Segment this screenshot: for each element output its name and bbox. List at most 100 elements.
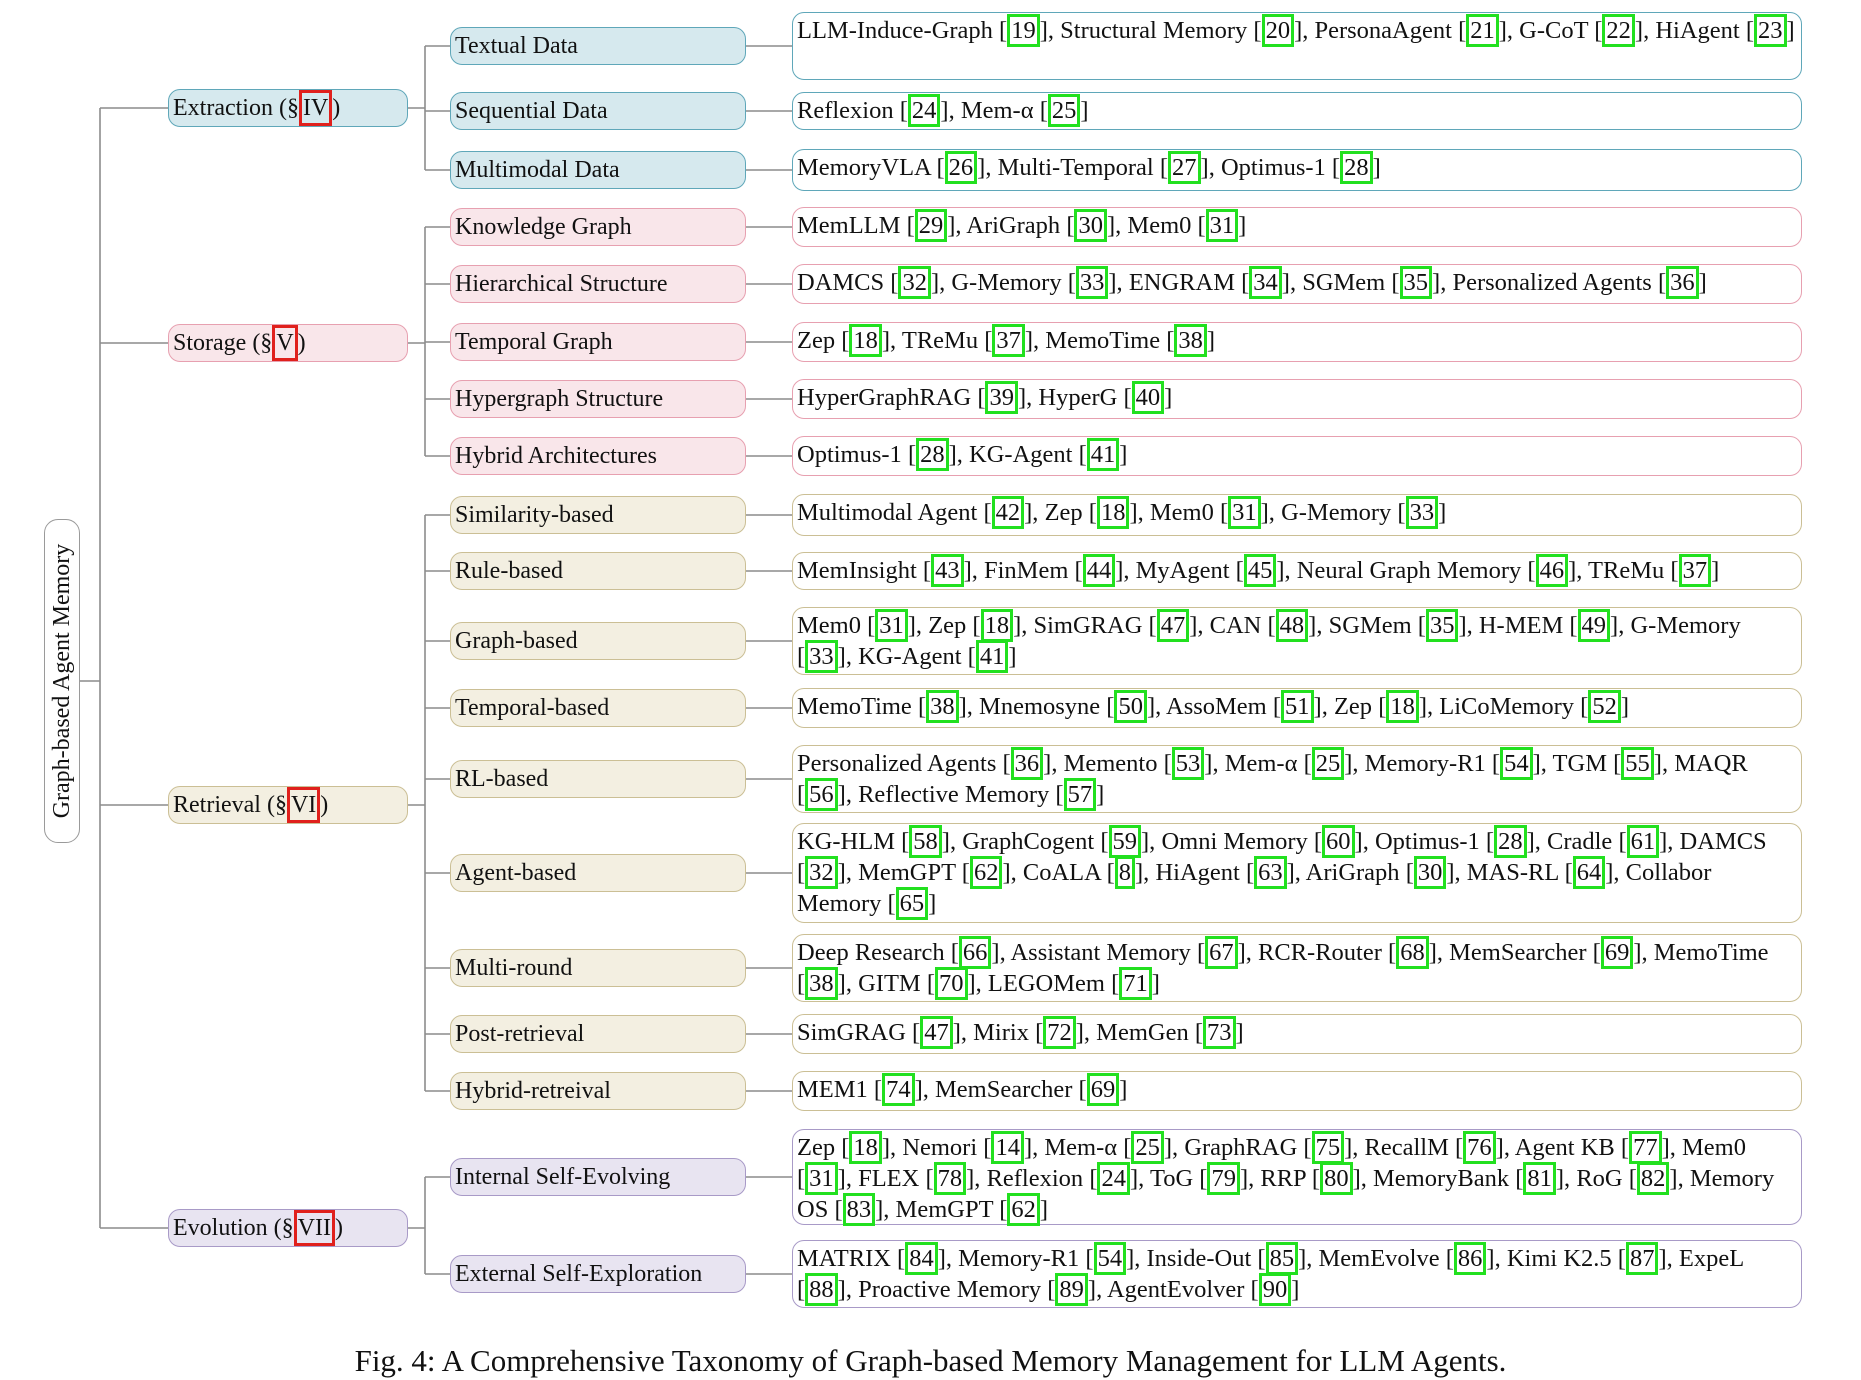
citation-ref[interactable]: 60 <box>1322 825 1355 858</box>
citation-ref[interactable]: 35 <box>1425 609 1459 642</box>
citation-ref[interactable]: 41 <box>975 640 1009 673</box>
citation-ref[interactable]: 65 <box>895 887 929 920</box>
citation-ref[interactable]: 24 <box>907 94 941 127</box>
citation-ref[interactable]: 28 <box>1340 151 1373 184</box>
citation-ref[interactable]: 57 <box>1063 778 1097 811</box>
citation-ref[interactable]: 34 <box>1249 266 1282 299</box>
citation-ref[interactable]: 45 <box>1243 554 1277 587</box>
citation-ref[interactable]: 68 <box>1396 936 1429 969</box>
citation-ref[interactable]: 27 <box>1168 151 1201 184</box>
citation-ref[interactable]: 49 <box>1577 609 1611 642</box>
citation-ref[interactable]: 48 <box>1275 609 1309 642</box>
citation-ref[interactable]: 24 <box>1097 1162 1130 1195</box>
citation-ref[interactable]: 58 <box>909 825 942 858</box>
citation-ref[interactable]: 33 <box>1075 266 1109 299</box>
citation-ref[interactable]: 80 <box>1320 1162 1353 1195</box>
citation-ref[interactable]: 35 <box>1399 266 1433 299</box>
citation-ref[interactable]: 52 <box>1588 690 1621 723</box>
citation-ref[interactable]: 28 <box>1494 825 1527 858</box>
citation-ref[interactable]: 37 <box>992 324 1025 357</box>
citation-ref[interactable]: 81 <box>1523 1162 1556 1195</box>
citation-ref[interactable]: 53 <box>1171 747 1205 780</box>
citation-ref[interactable]: 18 <box>980 609 1014 642</box>
citation-ref[interactable]: 64 <box>1572 856 1606 889</box>
citation-ref[interactable]: 69 <box>1600 936 1634 969</box>
citation-ref[interactable]: 43 <box>931 554 964 587</box>
citation-ref[interactable]: 36 <box>1666 266 1699 299</box>
citation-ref[interactable]: 50 <box>1114 690 1147 723</box>
citation-ref[interactable]: 25 <box>1131 1131 1164 1164</box>
citation-ref[interactable]: 23 <box>1754 14 1787 47</box>
citation-ref[interactable]: 30 <box>1413 856 1447 889</box>
citation-ref[interactable]: 31 <box>805 1162 838 1195</box>
citation-ref[interactable]: 25 <box>1047 94 1081 127</box>
citation-ref[interactable]: 22 <box>1602 14 1635 47</box>
citation-ref[interactable]: 18 <box>849 1131 882 1164</box>
citation-ref[interactable]: 33 <box>1405 496 1439 529</box>
citation-ref[interactable]: 32 <box>898 266 931 299</box>
citation-ref[interactable]: 38 <box>805 967 838 1000</box>
citation-ref[interactable]: 20 <box>1261 14 1295 47</box>
citation-ref[interactable]: 38 <box>926 690 959 723</box>
citation-ref[interactable]: 37 <box>1678 554 1712 587</box>
citation-ref[interactable]: 18 <box>849 324 882 357</box>
citation-ref[interactable]: 70 <box>935 967 968 1000</box>
citation-ref[interactable]: 67 <box>1205 936 1238 969</box>
citation-ref[interactable]: 54 <box>1093 1242 1127 1275</box>
citation-ref[interactable]: 66 <box>958 936 992 969</box>
citation-ref[interactable]: 19 <box>1007 14 1040 47</box>
citation-ref[interactable]: 86 <box>1453 1242 1487 1275</box>
citation-ref[interactable]: 87 <box>1625 1242 1659 1275</box>
citation-ref[interactable]: 62 <box>969 856 1003 889</box>
citation-ref[interactable]: 18 <box>1386 690 1419 723</box>
citation-ref[interactable]: 54 <box>1500 747 1533 780</box>
citation-ref[interactable]: 62 <box>1007 1193 1040 1226</box>
citation-ref[interactable]: 41 <box>1086 438 1120 471</box>
citation-ref[interactable]: 31 <box>875 609 908 642</box>
citation-ref[interactable]: 40 <box>1131 381 1165 414</box>
citation-ref[interactable]: 69 <box>1086 1073 1120 1106</box>
citation-ref[interactable]: 31 <box>1205 209 1239 242</box>
citation-ref[interactable]: 75 <box>1311 1131 1345 1164</box>
citation-ref[interactable]: 88 <box>805 1273 838 1306</box>
citation-ref[interactable]: 32 <box>805 856 838 889</box>
citation-ref[interactable]: 51 <box>1281 690 1314 723</box>
citation-ref[interactable]: 46 <box>1535 554 1569 587</box>
citation-ref[interactable]: 85 <box>1265 1242 1299 1275</box>
citation-ref[interactable]: 38 <box>1174 324 1207 357</box>
citation-ref[interactable]: 30 <box>1074 209 1107 242</box>
citation-ref[interactable]: 21 <box>1466 14 1499 47</box>
citation-ref[interactable]: 31 <box>1228 496 1261 529</box>
citation-ref[interactable]: 77 <box>1629 1131 1662 1164</box>
citation-ref[interactable]: 61 <box>1626 825 1660 858</box>
citation-ref[interactable]: 83 <box>842 1193 876 1226</box>
citation-ref[interactable]: 72 <box>1043 1016 1076 1049</box>
citation-ref[interactable]: 28 <box>916 438 949 471</box>
citation-ref[interactable]: 56 <box>805 778 838 811</box>
citation-ref[interactable]: 74 <box>882 1073 915 1106</box>
citation-ref[interactable]: 76 <box>1463 1131 1496 1164</box>
citation-ref[interactable]: 47 <box>1156 609 1190 642</box>
citation-ref[interactable]: 42 <box>991 496 1025 529</box>
citation-ref[interactable]: 33 <box>805 640 838 673</box>
citation-ref[interactable]: 90 <box>1258 1273 1292 1306</box>
citation-ref[interactable]: 14 <box>991 1131 1024 1164</box>
citation-ref[interactable]: 8 <box>1114 856 1136 889</box>
citation-ref[interactable]: 71 <box>1119 967 1152 1000</box>
citation-ref[interactable]: 82 <box>1636 1162 1670 1195</box>
citation-ref[interactable]: 78 <box>933 1162 967 1195</box>
citation-ref[interactable]: 29 <box>914 209 948 242</box>
citation-ref[interactable]: 55 <box>1621 747 1654 780</box>
citation-ref[interactable]: 89 <box>1055 1273 1088 1306</box>
citation-ref[interactable]: 59 <box>1108 825 1142 858</box>
citation-ref[interactable]: 73 <box>1203 1016 1236 1049</box>
citation-ref[interactable]: 18 <box>1096 496 1130 529</box>
citation-ref[interactable]: 63 <box>1254 856 1287 889</box>
citation-ref[interactable]: 84 <box>905 1242 938 1275</box>
citation-ref[interactable]: 47 <box>920 1016 953 1049</box>
citation-ref[interactable]: 79 <box>1207 1162 1240 1195</box>
citation-ref[interactable]: 39 <box>985 381 1018 414</box>
citation-ref[interactable]: 25 <box>1311 747 1345 780</box>
citation-ref[interactable]: 26 <box>944 151 978 184</box>
citation-ref[interactable]: 44 <box>1082 554 1116 587</box>
